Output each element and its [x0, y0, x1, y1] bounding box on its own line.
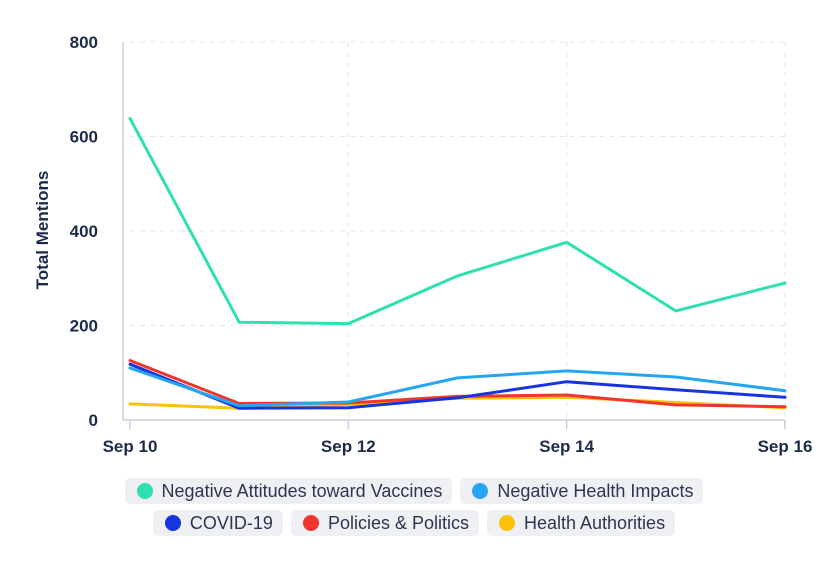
legend-label: Negative Attitudes toward Vaccines: [161, 480, 443, 501]
y-tick-label: 0: [89, 411, 98, 430]
x-tick-label: Sep 14: [539, 437, 594, 456]
legend-label: Policies & Politics: [327, 512, 469, 533]
x-tick-label: Sep 12: [321, 437, 376, 456]
legend-swatch: [472, 483, 489, 499]
legend-row: Negative Attitudes toward Vaccines Negati…: [0, 478, 828, 504]
line-chart: 0 200 400 600 800 Sep 10 Sep 12 Sep 14 Sep 16 To…: [33, 33, 813, 456]
x-tick-label: Sep 16: [758, 437, 813, 456]
axes: [122, 42, 786, 429]
legend-item[interactable]: Negative Health Impacts: [460, 478, 704, 504]
legend-label: COVID-19: [189, 512, 273, 533]
legend-swatch: [302, 515, 319, 531]
x-tick-label: Sep 10: [103, 437, 158, 456]
y-tick-label: 600: [70, 128, 98, 147]
series-line-negative-attitudes-toward-vaccines: [128, 117, 787, 326]
legend-swatch: [164, 515, 181, 531]
legend-item[interactable]: COVID-19: [152, 510, 283, 536]
legend-item[interactable]: Health Authorities: [486, 510, 676, 536]
y-tick-label: 200: [70, 317, 98, 336]
legend-swatch: [498, 515, 515, 531]
legend-row: COVID-19 Policies & Politics Health Author…: [0, 510, 828, 536]
legend-item[interactable]: Negative Attitudes toward Vaccines: [124, 478, 453, 504]
series-lines: [128, 117, 787, 410]
y-tick-label: 800: [70, 33, 98, 52]
legend-swatch: [136, 483, 153, 499]
legend-label: Health Authorities: [523, 512, 666, 533]
legend: Negative Attitudes toward Vaccines Negati…: [0, 478, 828, 542]
legend-item[interactable]: Policies & Politics: [290, 510, 479, 536]
series-line-policies-politics: [128, 359, 787, 409]
series-line-covid-19: [128, 362, 787, 410]
series-line-negative-health-impacts: [128, 366, 787, 408]
grid: [130, 41, 786, 420]
y-axis-label: Total Mentions: [33, 171, 52, 290]
y-tick-label: 400: [70, 222, 98, 241]
legend-label: Negative Health Impacts: [497, 480, 694, 501]
tick-labels: 0 200 400 600 800 Sep 10 Sep 12 Sep 14 Sep 16: [70, 33, 813, 456]
